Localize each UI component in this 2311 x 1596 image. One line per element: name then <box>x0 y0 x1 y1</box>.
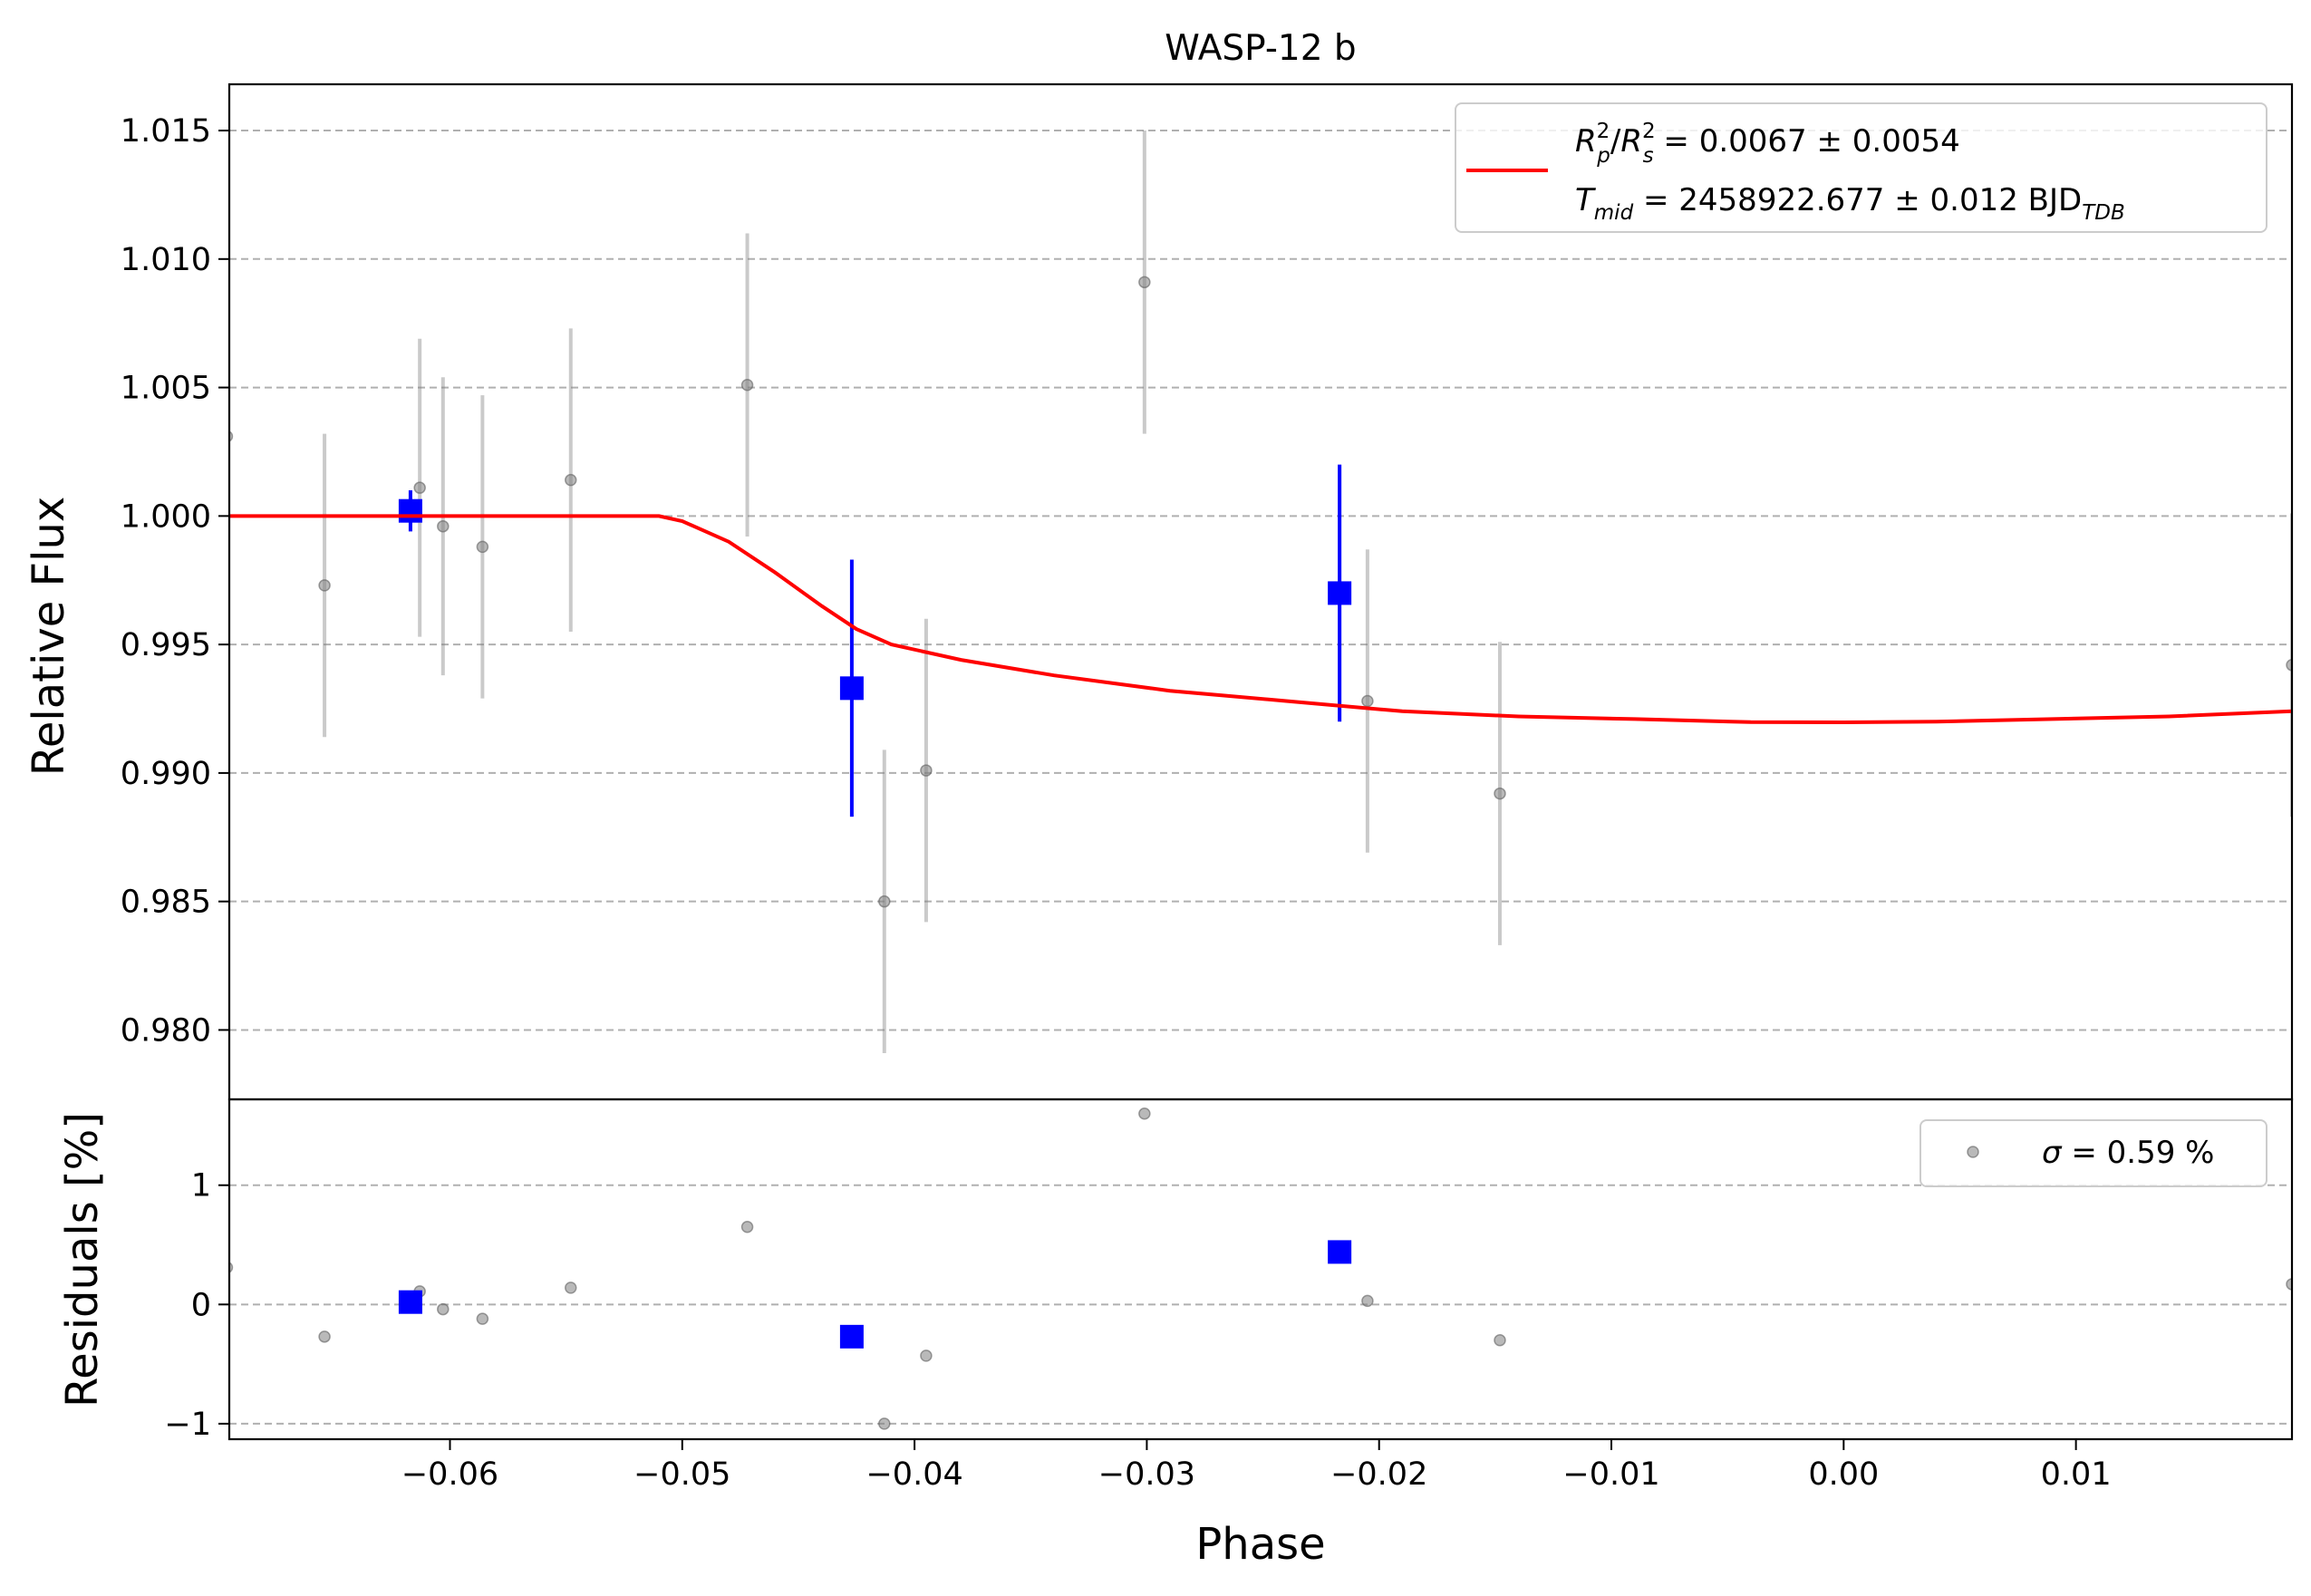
legend-data-marker <box>1967 1146 1979 1158</box>
x-tick-label: 0.01 <box>2041 1456 2112 1493</box>
data-point <box>1138 1108 1151 1120</box>
legend-rp-rs-entry: R2 p/R2 s = 0.0067 ± 0.0054 <box>1575 120 1960 168</box>
x-tick-label: −0.02 <box>1330 1456 1427 1493</box>
data-point <box>413 481 426 494</box>
data-point <box>476 1312 489 1325</box>
data-point <box>565 473 577 487</box>
chart-title: WASP-12 b <box>1165 28 1356 69</box>
data-point <box>1494 787 1506 800</box>
main-legend-box <box>1455 102 2267 233</box>
data-point <box>229 430 234 442</box>
data-point <box>318 1330 331 1343</box>
main-panel: 0.980 0.985 0.990 0.995 1.000 1.005 1.010 1.015… <box>121 82 2294 1101</box>
y-tick-label: −1 <box>164 1407 211 1443</box>
data-point <box>1361 694 1374 708</box>
data-point <box>920 764 933 777</box>
y-tick-label: 0.980 <box>121 1012 211 1049</box>
data-point <box>878 895 891 908</box>
data-point <box>740 378 754 392</box>
legend-tmid-entry: Tmid = 2458922.677 ± 0.012 BJDTDB <box>1575 182 2125 225</box>
data-point <box>878 1417 891 1430</box>
residuals-grid <box>229 1184 2292 1425</box>
x-axis-label: Phase <box>1195 1519 1325 1570</box>
binned-point <box>1328 581 1352 605</box>
residuals-y-axis-label: Residuals [%] <box>57 1112 108 1407</box>
binned-point <box>1328 1240 1352 1264</box>
y-tick-label: 1 <box>191 1168 211 1204</box>
data-point <box>2286 659 2292 672</box>
data-point <box>318 579 331 592</box>
data-point <box>437 1302 450 1316</box>
transit-model-line <box>229 514 2292 725</box>
residuals-x-ticks: −0.06 −0.05 −0.04 −0.03 −0.02 −0.01 0.00 0.01 <box>401 1439 2112 1493</box>
main-y-ticks: 0.980 0.985 0.990 0.995 1.000 1.005 1.010 1.015 <box>121 113 229 1049</box>
data-point <box>920 1349 933 1362</box>
data-point <box>1138 276 1151 289</box>
y-tick-label: 0 <box>191 1287 211 1323</box>
y-tick-label: 0.995 <box>121 627 211 663</box>
residuals-y-ticks: −1 0 1 <box>164 1168 229 1443</box>
x-tick-label: −0.05 <box>633 1456 730 1493</box>
y-tick-label: 0.990 <box>121 756 211 792</box>
x-tick-label: 0.00 <box>1808 1456 1879 1493</box>
y-tick-label: 1.010 <box>121 242 211 278</box>
main-legend: R2 p/R2 s = 0.0067 ± 0.0054 Tmid = 2458922… <box>1455 102 2267 233</box>
data-point <box>2286 1278 2292 1291</box>
binned-point <box>398 1290 422 1314</box>
y-tick-label: 1.005 <box>121 371 211 407</box>
data-point <box>476 540 489 554</box>
data-point <box>437 519 450 533</box>
binned-point <box>839 1324 864 1349</box>
legend-sigma-entry: σ = 0.59 % <box>2042 1135 2214 1171</box>
main-y-axis-label: Relative Flux <box>24 497 74 777</box>
data-point <box>740 1221 754 1233</box>
residuals-legend-box <box>1919 1119 2267 1187</box>
data-point <box>229 1262 234 1273</box>
main-series <box>229 131 2292 1053</box>
data-point <box>1361 1294 1374 1308</box>
x-tick-label: −0.01 <box>1562 1456 1659 1493</box>
main-plot-frame <box>227 82 2294 1101</box>
x-tick-label: −0.04 <box>865 1456 962 1493</box>
y-tick-label: 0.985 <box>121 885 211 921</box>
binned-point <box>839 676 864 701</box>
residuals-panel: −1 0 1 −0.06 −0.05 −0.04 −0.03 −0.02 −0.01 0.00 0… <box>164 1098 2294 1493</box>
y-tick-label: 1.000 <box>121 498 211 535</box>
x-tick-label: −0.06 <box>401 1456 498 1493</box>
residuals-series <box>229 1108 2292 1430</box>
main-grid <box>229 130 2292 1031</box>
data-point <box>565 1282 577 1294</box>
residuals-plot-frame <box>227 1098 2294 1441</box>
data-point <box>1494 1334 1506 1347</box>
y-tick-label: 1.015 <box>121 113 211 150</box>
residuals-legend: σ = 0.59 % <box>1919 1119 2267 1187</box>
binned-point <box>398 498 422 523</box>
x-tick-label: −0.03 <box>1098 1456 1195 1493</box>
